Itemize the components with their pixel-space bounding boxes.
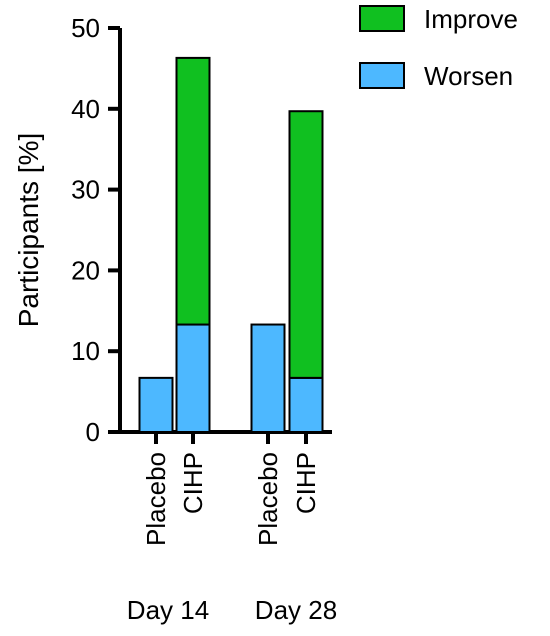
group-label: Day 28 <box>255 595 337 625</box>
y-tick-label: 0 <box>86 417 100 447</box>
bar-worsen-1 <box>138 376 174 434</box>
legend-swatch-worsen <box>359 62 405 89</box>
legend: Improve Worsen <box>359 4 518 91</box>
y-tick-label: 40 <box>71 94 100 124</box>
legend-swatch-improve <box>359 5 405 32</box>
bar-improve-2 <box>175 56 211 326</box>
y-tick-label: 10 <box>71 336 100 366</box>
bar-worsen-3 <box>250 323 286 434</box>
y-tick-label: 50 <box>71 13 100 43</box>
x-category-label: Placebo <box>141 452 171 546</box>
y-tick-label: 20 <box>71 255 100 285</box>
group-label: Day 14 <box>127 595 209 625</box>
x-category-label: Placebo <box>253 452 283 546</box>
bar-worsen-2 <box>175 323 211 434</box>
bar-worsen-4 <box>288 376 324 434</box>
x-category-label: CIHP <box>291 452 321 514</box>
x-category-label: CIHP <box>178 452 208 514</box>
bars <box>138 56 324 444</box>
bar-improve-4 <box>288 110 324 379</box>
legend-label-worsen: Worsen <box>424 61 513 91</box>
y-axis-title: Participants [%] <box>13 133 44 328</box>
legend-label-improve: Improve <box>424 4 518 34</box>
y-tick-label: 30 <box>71 175 100 205</box>
